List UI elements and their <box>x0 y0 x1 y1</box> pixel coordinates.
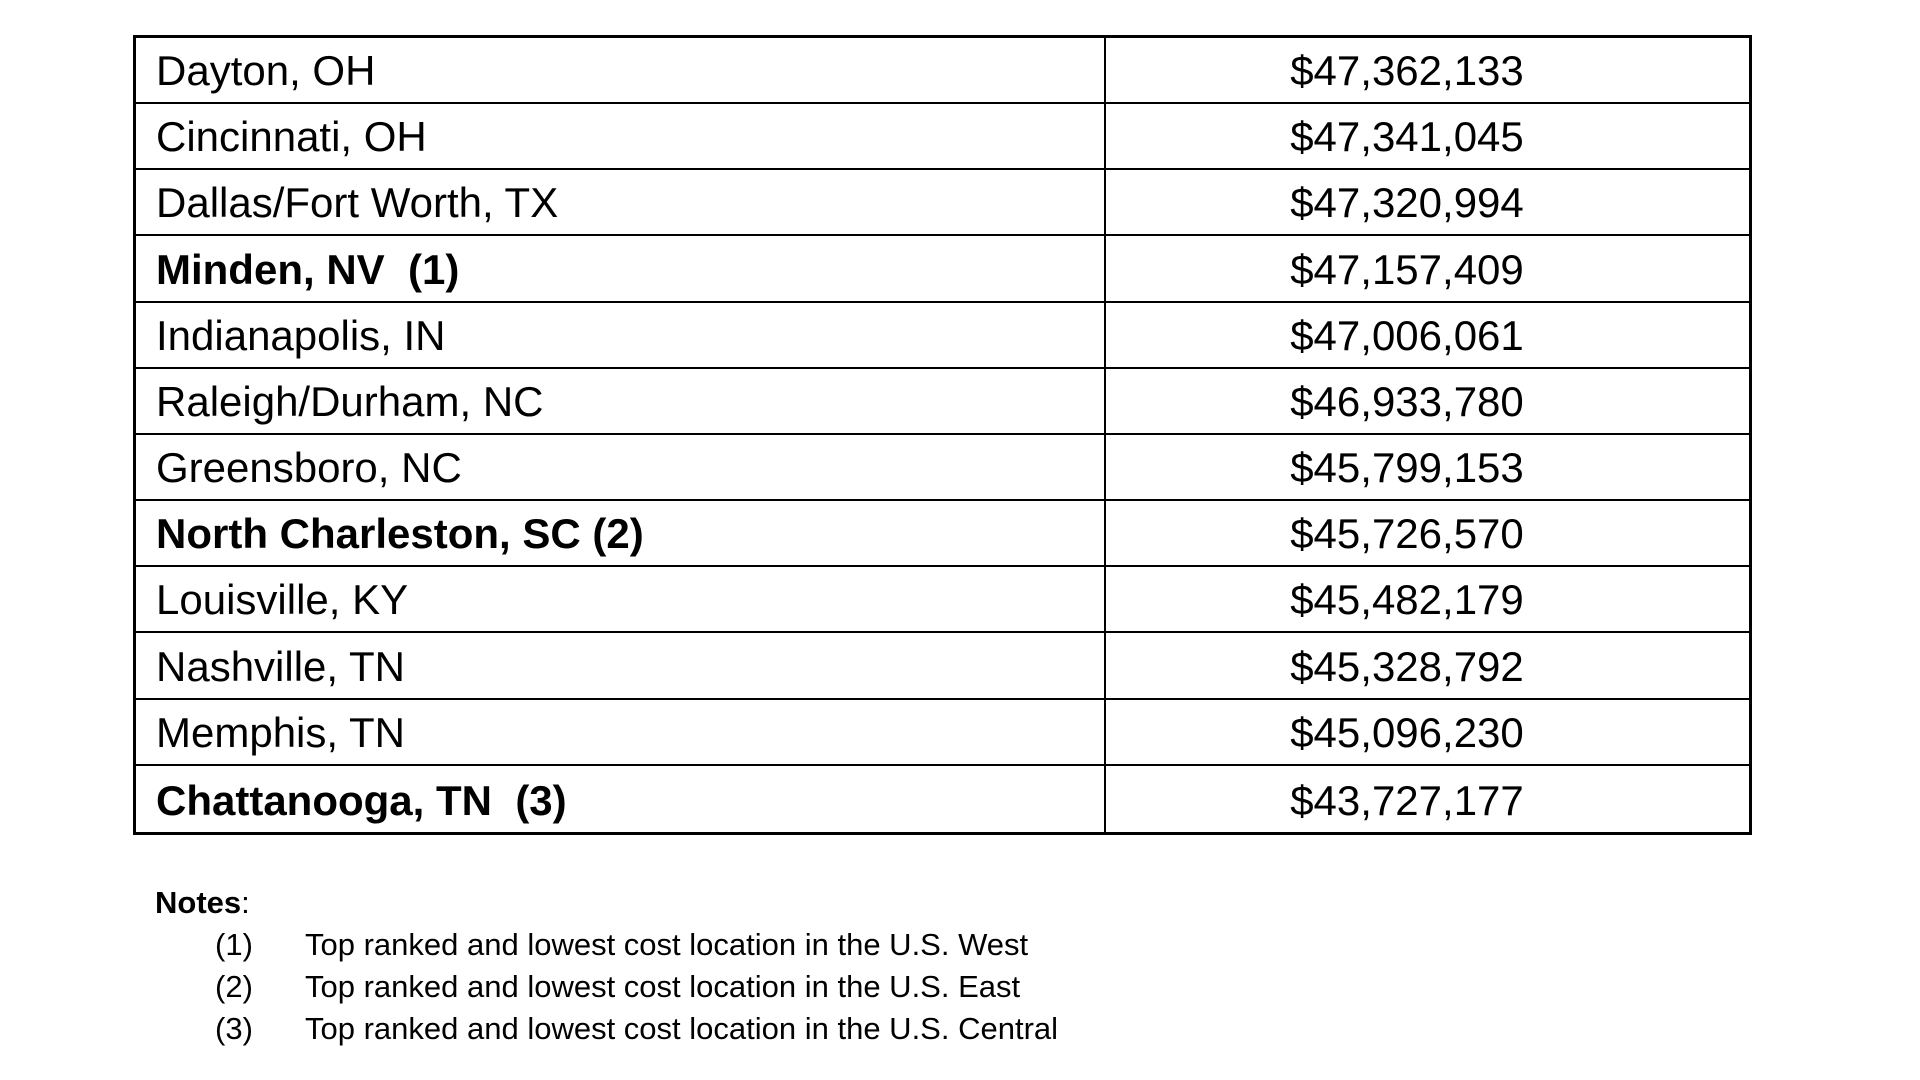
note-text: Top ranked and lowest cost location in t… <box>305 969 1021 1004</box>
table-row-value: $47,362,133 <box>1106 38 1749 105</box>
note-number: (1) <box>215 927 253 962</box>
table-row-value: $47,157,409 <box>1106 236 1749 303</box>
table-row-location: Memphis, TN <box>136 699 1106 766</box>
table-row-location: Greensboro, NC <box>136 434 1106 502</box>
table-row-value: $45,482,179 <box>1106 567 1749 634</box>
table-row-value: $45,726,570 <box>1106 501 1749 568</box>
cost-comparison-table: Dayton, OH $47,362,133 Cincinnati, OH $4… <box>133 35 1752 835</box>
table-row-location: North Charleston, SC (2) <box>136 501 1106 568</box>
table-row-value: $45,096,230 <box>1106 700 1749 766</box>
table-row-value: $45,328,792 <box>1106 633 1749 700</box>
notes-heading-colon: : <box>241 885 250 920</box>
table-row-value: $43,727,177 <box>1290 776 1524 824</box>
note-number: (3) <box>215 1011 253 1046</box>
notes-heading: Notes: <box>155 882 1058 924</box>
table-row-location: Dallas/Fort Worth, TX <box>136 170 1106 237</box>
notes-heading-label: Notes <box>155 885 242 920</box>
note-item: (1) Top ranked and lowest cost location … <box>215 924 1058 966</box>
note-item: (3) Top ranked and lowest cost location … <box>215 1008 1058 1050</box>
note-text: Top ranked and lowest cost location in t… <box>305 927 1029 962</box>
note-item: (2) Top ranked and lowest cost location … <box>215 966 1058 1008</box>
table-row-location: Chattanooga, TN (3) <box>136 765 1106 832</box>
table-row-value: $46,933,780 <box>1106 369 1749 435</box>
table-row-location: Indianapolis, IN <box>136 302 1106 369</box>
table-row-location: Cincinnati, OH <box>136 104 1106 171</box>
note-text: Top ranked and lowest cost location in t… <box>305 1011 1059 1046</box>
table-row-value: $47,006,061 <box>1106 303 1749 369</box>
table-row-location: Nashville, TN <box>136 633 1106 700</box>
table-row-value: $47,320,994 <box>1106 170 1749 237</box>
table-row-location: Raleigh/Durham, NC <box>136 368 1106 435</box>
table-row-value: $45,799,153 <box>1106 435 1749 502</box>
table-row-location: Louisville, KY <box>136 567 1106 634</box>
notes-section: Notes: (1) Top ranked and lowest cost lo… <box>155 882 1058 1050</box>
table-row-value: $47,341,045 <box>1106 104 1749 171</box>
table-row-location: Dayton, OH <box>136 38 1106 105</box>
table-row-location: Minden, NV (1) <box>136 236 1106 303</box>
note-number: (2) <box>215 969 253 1004</box>
